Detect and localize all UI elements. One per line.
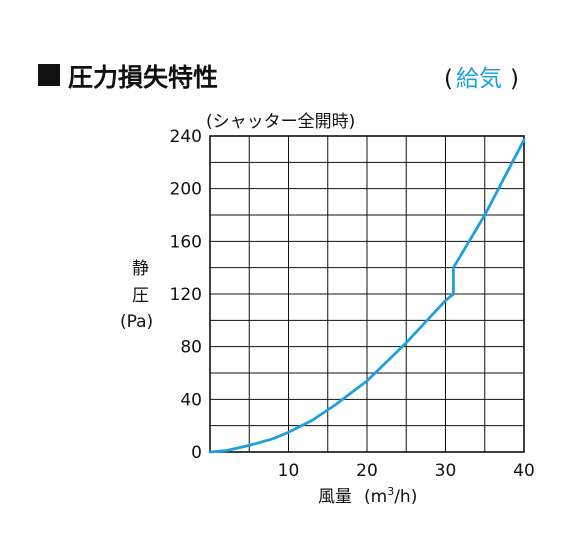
y-tick-label: 200 — [170, 180, 202, 200]
mode-open-paren: ( — [444, 66, 453, 92]
y-axis-label-line1: 静 — [132, 259, 149, 279]
mode-label: 給気 — [456, 66, 502, 92]
y-tick-label: 80 — [180, 338, 202, 358]
x-axis-unit-sup: 3 — [387, 485, 394, 498]
x-axis-unit: (m3/h) — [364, 485, 417, 507]
grid-lines — [210, 136, 524, 452]
x-tick-label: 40 — [513, 461, 535, 481]
x-axis-unit-open: ( — [364, 487, 371, 507]
y-tick-label: 160 — [170, 232, 202, 252]
x-tick-label: 10 — [278, 461, 300, 481]
y-tick-label: 40 — [180, 390, 202, 410]
x-tick-label: 30 — [435, 461, 457, 481]
series-line — [208, 138, 526, 454]
chart-title: 圧力損失特性 — [68, 63, 218, 92]
x-axis-unit-base: m — [371, 487, 388, 507]
chart-subtitle: (シャッター全開時) — [206, 112, 355, 132]
y-axis-label-line3: (Pa) — [120, 312, 153, 332]
mode-close-paren: ) — [510, 66, 519, 92]
y-tick-labels: 0 40 80 120 160 200 240 — [170, 127, 202, 463]
x-axis-unit-rest: /h) — [394, 487, 417, 507]
y-tick-label: 120 — [170, 285, 202, 305]
x-axis-label: 風量 — [318, 487, 352, 507]
x-tick-labels: 10 20 30 40 — [278, 461, 535, 481]
y-tick-label: 240 — [170, 127, 202, 147]
series-layer — [208, 138, 526, 454]
y-axis-label-line2: 圧 — [132, 286, 149, 306]
x-tick-label: 20 — [356, 461, 378, 481]
y-tick-label: 0 — [191, 443, 202, 463]
title-marker-icon — [38, 64, 60, 86]
